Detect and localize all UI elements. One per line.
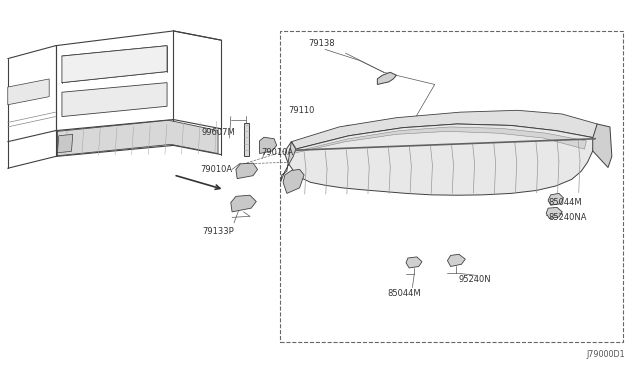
Text: 85044M: 85044M [387, 289, 421, 298]
Text: 79133P: 79133P [202, 227, 234, 235]
Polygon shape [283, 169, 304, 193]
Polygon shape [447, 254, 465, 266]
Polygon shape [231, 195, 256, 212]
Text: 79010A: 79010A [201, 165, 233, 174]
Polygon shape [546, 208, 562, 218]
Polygon shape [244, 123, 248, 157]
Text: 85044M: 85044M [548, 199, 582, 208]
Polygon shape [593, 124, 612, 167]
Text: 79010A: 79010A [261, 148, 294, 157]
Polygon shape [62, 46, 167, 83]
Polygon shape [406, 257, 422, 268]
Polygon shape [294, 127, 586, 153]
Polygon shape [8, 79, 49, 105]
Text: 95240N: 95240N [459, 275, 492, 284]
Text: 79110: 79110 [288, 106, 314, 115]
Polygon shape [62, 83, 167, 116]
Text: 85240NA: 85240NA [548, 213, 587, 222]
Polygon shape [280, 142, 296, 182]
Polygon shape [285, 124, 595, 195]
Polygon shape [236, 163, 257, 179]
Polygon shape [291, 110, 597, 149]
Polygon shape [58, 134, 73, 153]
Text: 79138: 79138 [308, 39, 335, 48]
Bar [280, 31, 623, 342]
Text: 99607M: 99607M [201, 128, 235, 137]
Polygon shape [548, 193, 563, 205]
Polygon shape [58, 120, 218, 156]
Polygon shape [378, 72, 396, 84]
Text: J79000D1: J79000D1 [586, 350, 625, 359]
Polygon shape [259, 137, 276, 154]
